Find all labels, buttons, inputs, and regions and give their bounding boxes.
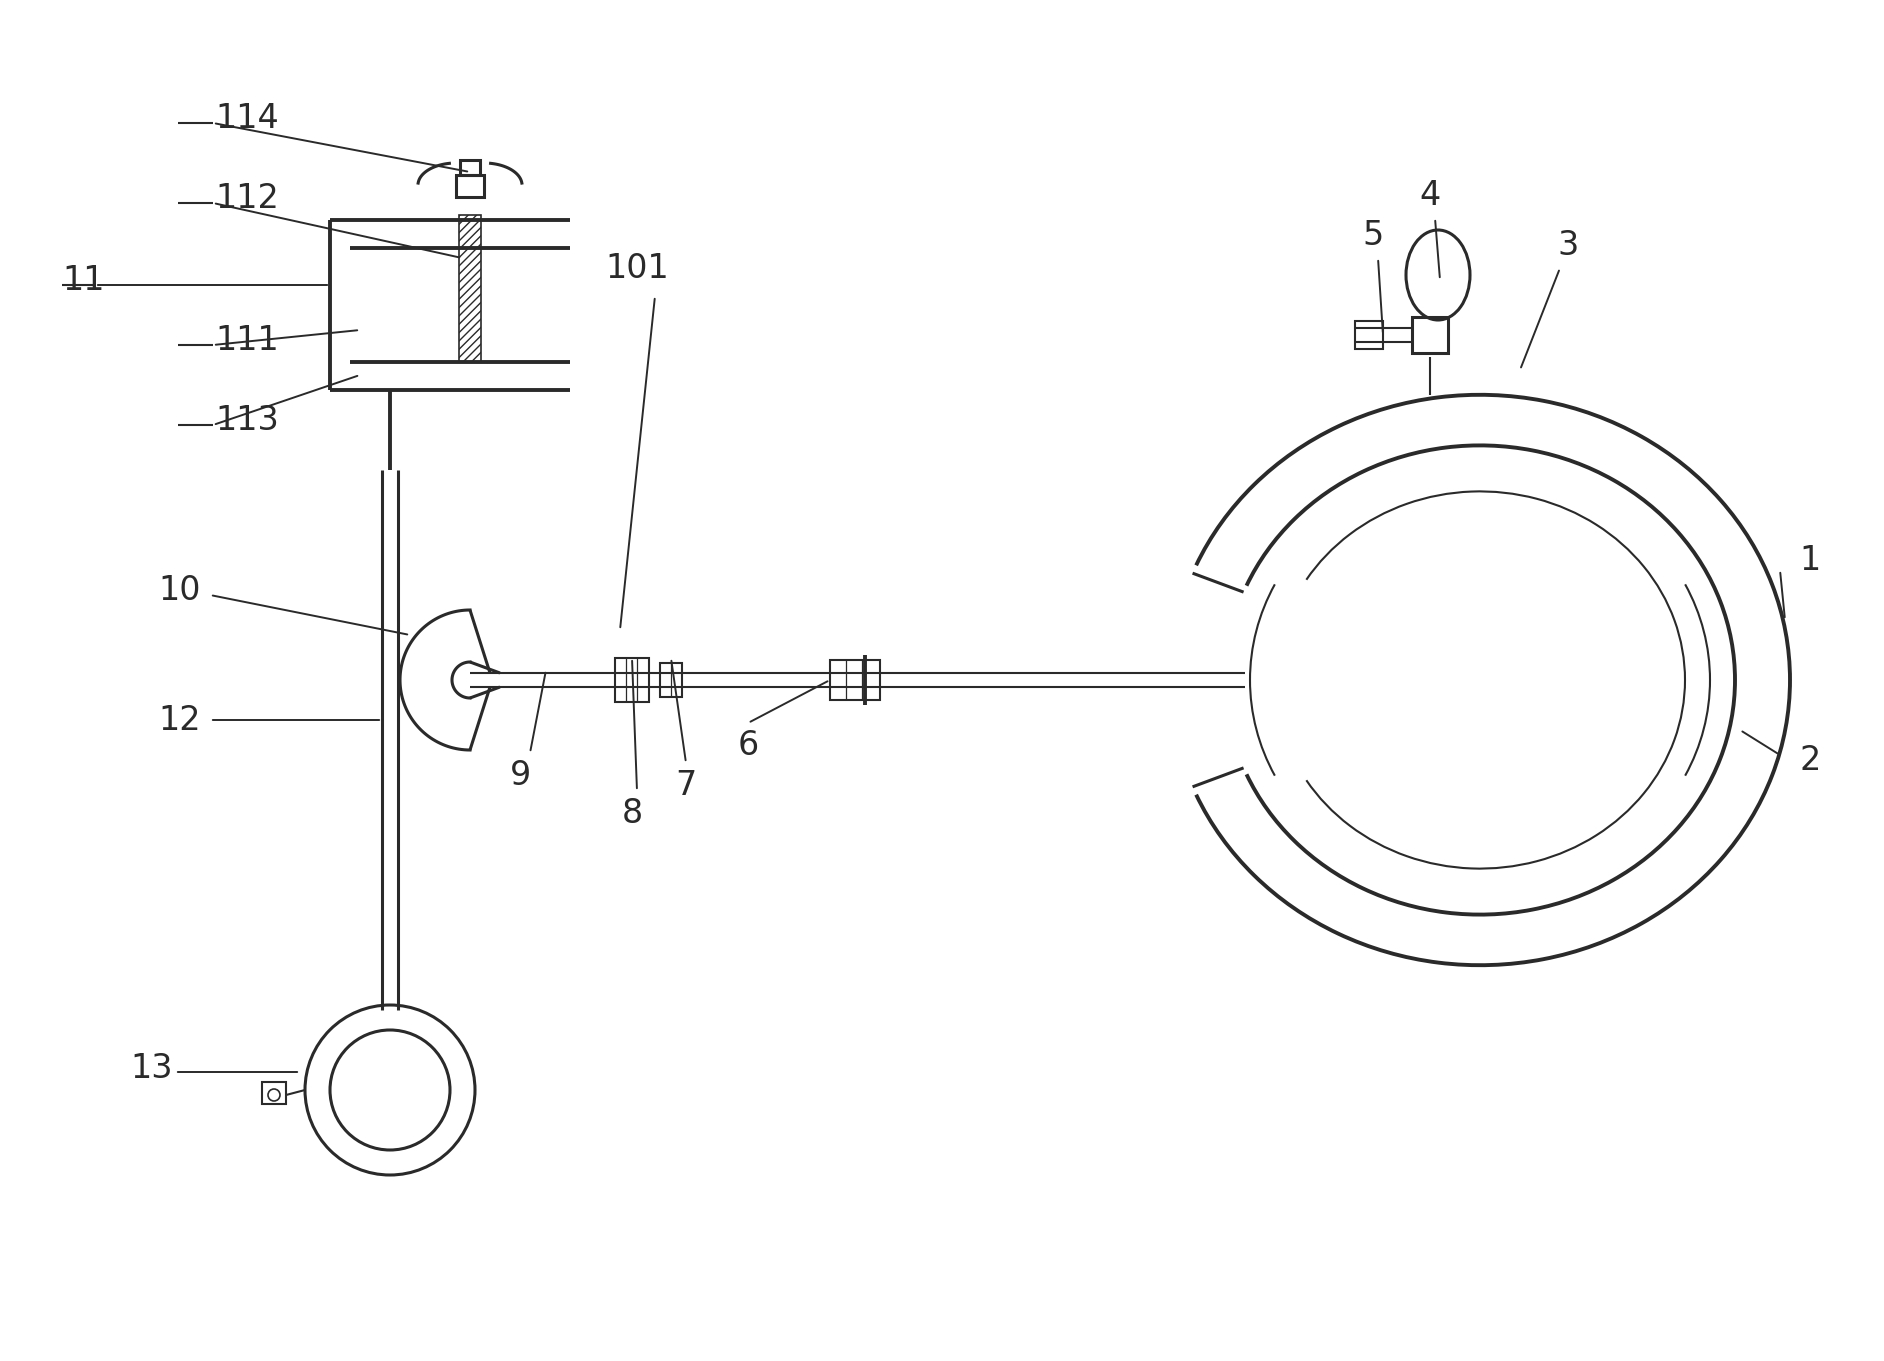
Text: 1: 1	[1799, 543, 1820, 577]
Text: 4: 4	[1419, 178, 1441, 211]
Text: 3: 3	[1558, 229, 1579, 261]
Text: 8: 8	[622, 796, 642, 829]
Text: 112: 112	[215, 181, 279, 215]
Bar	[262, 1082, 286, 1104]
Text: 113: 113	[215, 403, 279, 437]
Bar	[460, 248, 480, 362]
Text: 114: 114	[215, 102, 279, 135]
Text: 6: 6	[737, 728, 759, 762]
Bar	[1411, 317, 1449, 352]
Bar	[456, 176, 484, 197]
Text: 12: 12	[158, 704, 200, 736]
Bar	[831, 660, 880, 700]
Bar	[460, 215, 480, 248]
Text: 101: 101	[605, 252, 669, 284]
Bar	[614, 657, 648, 702]
Text: 2: 2	[1799, 743, 1820, 777]
Bar	[1355, 321, 1383, 348]
Text: 111: 111	[215, 324, 279, 357]
Text: 10: 10	[158, 573, 200, 607]
Bar	[460, 161, 480, 176]
Text: 7: 7	[674, 769, 697, 802]
Text: 13: 13	[130, 1052, 173, 1085]
Bar	[659, 663, 682, 697]
Text: 5: 5	[1362, 219, 1383, 252]
Text: 11: 11	[62, 264, 104, 297]
Text: 9: 9	[509, 758, 531, 792]
